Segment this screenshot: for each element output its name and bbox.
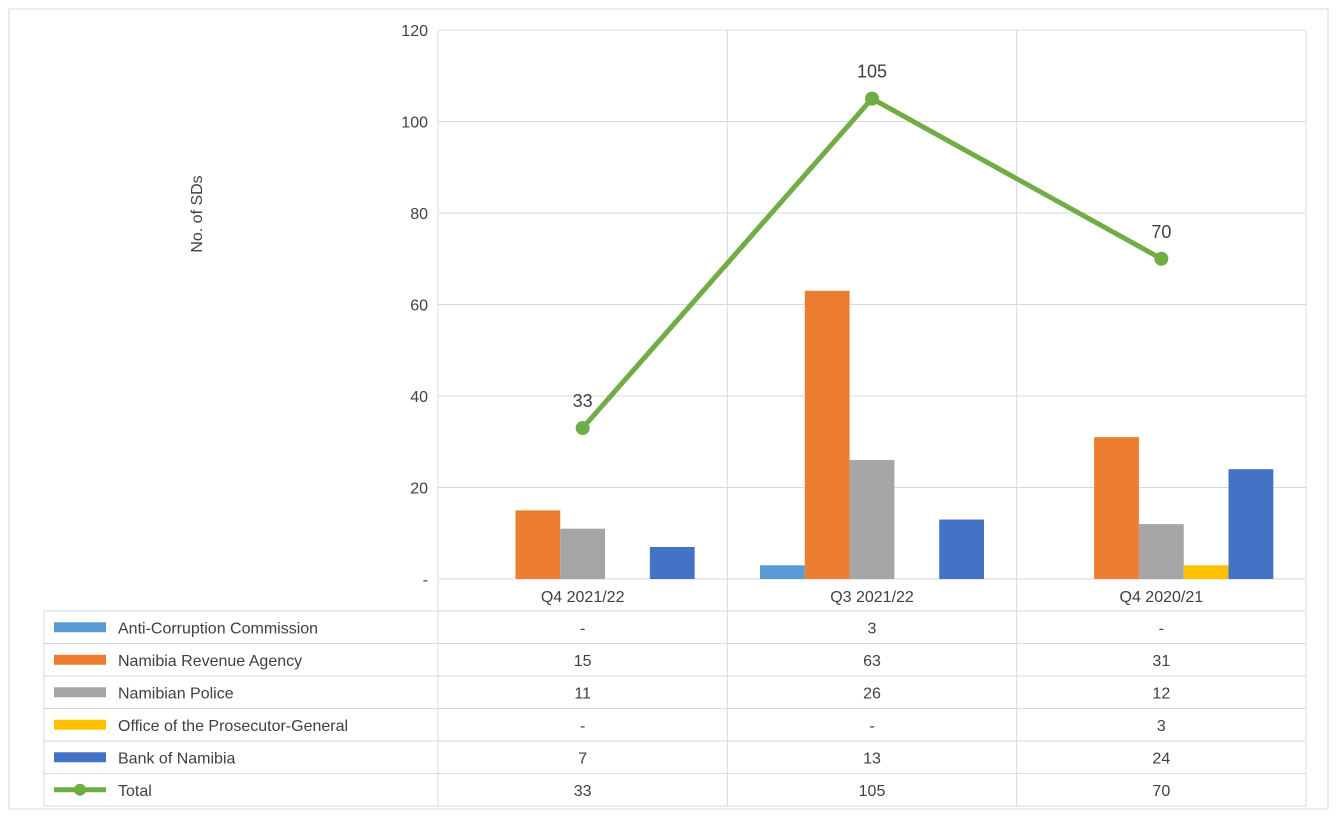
y-tick-label: 100 <box>401 115 428 132</box>
bar <box>1138 524 1184 579</box>
bar <box>760 565 805 579</box>
total-point <box>575 421 590 436</box>
table-cell-value: 13 <box>863 750 881 767</box>
total-data-label: 70 <box>1151 222 1171 242</box>
y-tick-label: 120 <box>401 23 428 40</box>
table-cell-value: 70 <box>1152 783 1170 800</box>
bar <box>1228 469 1274 579</box>
x-tick-label: Q4 2021/22 <box>541 589 625 606</box>
table-cell-value: 63 <box>863 653 881 670</box>
legend-label: Office of the Prosecutor-General <box>118 718 348 735</box>
table-cell-value: 33 <box>574 783 592 800</box>
legend-label: Bank of Namibia <box>118 750 235 767</box>
x-tick-label: Q4 2020/21 <box>1120 589 1204 606</box>
legend-key <box>54 719 106 730</box>
table-cell-value: - <box>1159 620 1164 637</box>
bar <box>939 519 984 579</box>
table-cell-value: - <box>869 718 874 735</box>
bar <box>1183 565 1229 579</box>
table-cell-value: 15 <box>574 653 592 670</box>
bar <box>804 290 850 579</box>
table-cell-value: 26 <box>863 685 881 702</box>
y-tick-label: 80 <box>410 206 428 223</box>
table-cell-value: - <box>580 620 585 637</box>
legend-key <box>54 622 106 633</box>
legend-key <box>54 687 106 698</box>
legend-label: Namibian Police <box>118 685 234 702</box>
legend-label: Namibia Revenue Agency <box>118 653 302 670</box>
y-tick-label: 40 <box>410 389 428 406</box>
legend-key <box>54 654 106 665</box>
table-cell-value: 3 <box>868 620 877 637</box>
y-axis-title: No. of SDs <box>189 175 206 252</box>
total-point <box>1154 251 1169 266</box>
table-cell-value: 31 <box>1152 653 1170 670</box>
legend-key <box>54 752 106 763</box>
total-data-label: 33 <box>573 391 593 411</box>
bar <box>849 460 895 579</box>
y-tick-label: - <box>423 572 428 589</box>
table-cell-value: 11 <box>574 685 591 702</box>
y-tick-label: 20 <box>410 481 428 498</box>
table-cell-value: 3 <box>1157 718 1166 735</box>
bar <box>515 510 561 579</box>
y-tick-label: 60 <box>410 298 428 315</box>
bar <box>1094 437 1139 579</box>
table-cell-value: 12 <box>1152 685 1170 702</box>
table-cell-value: - <box>580 718 585 735</box>
table-cell-value: 7 <box>578 750 587 767</box>
x-tick-label: Q3 2021/22 <box>830 589 914 606</box>
total-point <box>865 91 879 106</box>
legend-label: Anti-Corruption Commission <box>118 620 318 637</box>
table-cell-value: 24 <box>1152 750 1170 767</box>
bar <box>560 528 606 579</box>
table-cell-value: 105 <box>859 783 886 800</box>
total-data-label: 105 <box>857 62 887 82</box>
legend-key-marker <box>74 783 86 796</box>
legend-label: Total <box>118 783 152 800</box>
bar <box>649 546 695 579</box>
